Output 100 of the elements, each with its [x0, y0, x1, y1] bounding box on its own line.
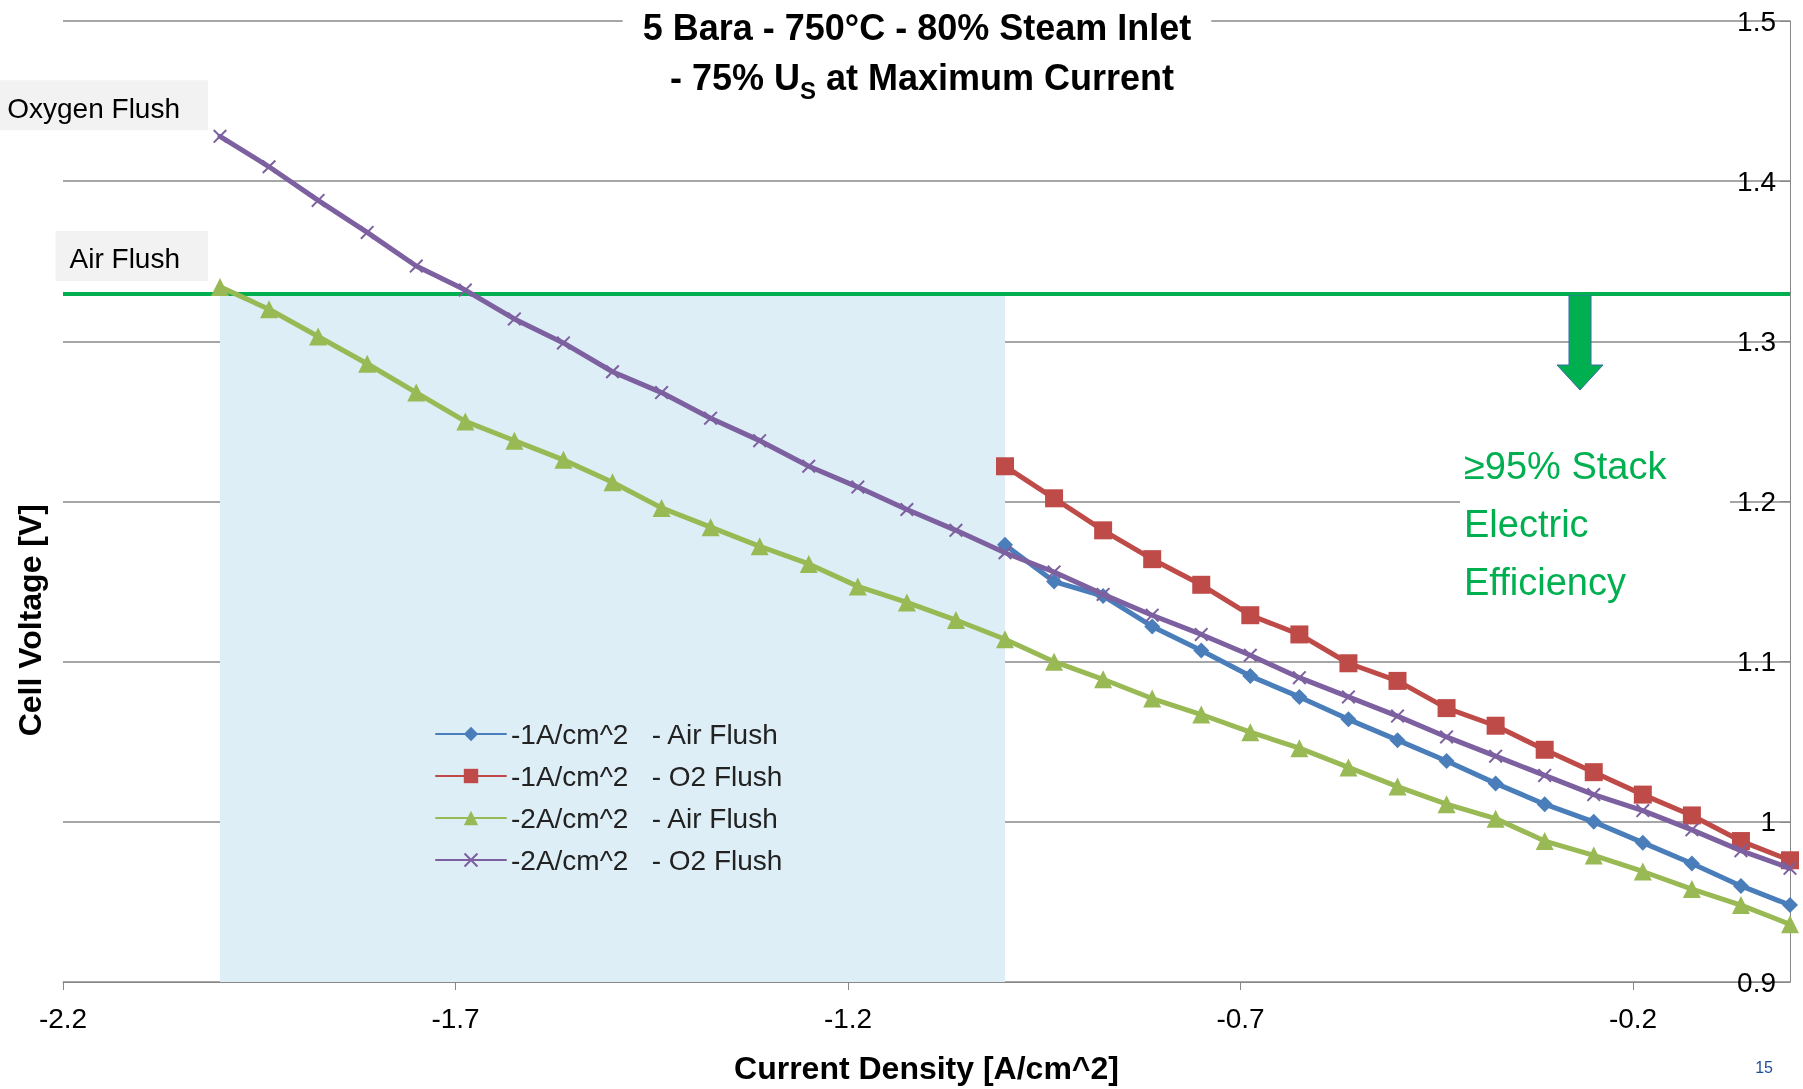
point — [1584, 763, 1603, 782]
point — [1046, 573, 1063, 590]
x-axis-title: Current Density [A/cm^2] — [734, 1050, 1119, 1086]
ref-line-label: ≥95% Stack Electric Efficiency — [1464, 445, 1678, 604]
x-tick-label: -1.2 — [823, 1002, 873, 1034]
point — [897, 593, 916, 612]
point — [1193, 642, 1210, 659]
point — [1290, 739, 1309, 758]
point — [1047, 564, 1062, 579]
point — [1782, 897, 1798, 914]
point — [1783, 861, 1797, 876]
point — [1340, 711, 1357, 728]
point — [1192, 575, 1211, 594]
y-tick-label: 1.3 — [1737, 325, 1776, 357]
point — [456, 412, 475, 431]
point — [1290, 625, 1309, 644]
point — [1585, 813, 1602, 830]
y-tick-label: 1 — [1760, 806, 1776, 838]
point — [1486, 716, 1505, 735]
y-axis-title: Cell Voltage [V] — [12, 504, 48, 737]
point — [358, 354, 377, 373]
point — [1194, 627, 1209, 642]
point — [948, 523, 963, 538]
point — [211, 277, 229, 296]
annotation: Oxygen Flush — [7, 92, 180, 124]
point — [1341, 689, 1356, 704]
point — [1143, 689, 1162, 708]
point — [409, 259, 424, 274]
point — [1389, 732, 1406, 749]
point — [311, 193, 326, 208]
point — [703, 411, 718, 426]
point — [1243, 648, 1258, 663]
point — [1241, 723, 1260, 742]
point — [1242, 668, 1259, 685]
point — [554, 450, 573, 469]
y-tick-label: 1.4 — [1737, 165, 1776, 197]
x-tick-label: -2.2 — [38, 1002, 88, 1034]
point — [1144, 618, 1161, 635]
point — [1537, 768, 1552, 783]
point — [996, 630, 1014, 649]
point — [605, 364, 620, 379]
point — [1733, 843, 1748, 858]
point — [799, 554, 818, 573]
point — [262, 159, 277, 174]
point — [1438, 752, 1455, 769]
point — [1437, 699, 1456, 718]
y-tick-label: 1.1 — [1737, 646, 1776, 678]
point — [1486, 809, 1505, 828]
point — [899, 502, 914, 517]
x-tick-label: -0.2 — [1608, 1002, 1658, 1034]
point — [505, 431, 524, 450]
point — [1045, 489, 1064, 508]
point — [1633, 785, 1652, 804]
legend-label: -1A/cm^2 - Air Flush — [511, 718, 778, 750]
legend-label: -2A/cm^2 - O2 Flush — [511, 844, 783, 876]
point — [556, 335, 571, 350]
y-tick-label: 1.2 — [1737, 486, 1776, 517]
x-tick-label: -0.7 — [1216, 1002, 1265, 1034]
point — [1045, 652, 1064, 671]
point — [1684, 822, 1699, 837]
point — [407, 383, 426, 402]
point — [1535, 832, 1554, 851]
point — [701, 518, 720, 537]
point — [848, 577, 867, 596]
point — [1487, 775, 1504, 792]
point — [1633, 862, 1652, 881]
point — [1635, 803, 1650, 818]
point — [1388, 777, 1407, 796]
point — [652, 498, 671, 517]
point — [1634, 834, 1651, 851]
point — [1390, 709, 1405, 724]
y-tick-label: 1.5 — [1737, 5, 1776, 37]
point — [1488, 749, 1503, 764]
point — [998, 545, 1012, 560]
point — [603, 473, 622, 492]
point — [1291, 688, 1308, 705]
point — [1586, 787, 1601, 802]
point — [1145, 608, 1160, 623]
point — [1292, 670, 1307, 685]
point — [1535, 740, 1554, 759]
point — [1682, 806, 1701, 825]
point — [850, 480, 865, 495]
point — [1339, 758, 1358, 777]
point — [1143, 550, 1162, 569]
point — [360, 225, 375, 240]
point — [1094, 521, 1113, 540]
y-tick-label: 0.9 — [1737, 966, 1776, 998]
point — [1241, 606, 1260, 625]
point — [946, 611, 965, 630]
point — [1731, 896, 1750, 915]
point — [260, 300, 279, 319]
point — [1683, 855, 1700, 872]
point — [213, 129, 227, 144]
point — [752, 433, 767, 448]
legend-label: -1A/cm^2 - O2 Flush — [511, 760, 783, 792]
legend-label: -2A/cm^2 - Air Flush — [511, 802, 778, 834]
point — [1094, 670, 1113, 689]
point — [1192, 705, 1211, 724]
point — [1388, 671, 1407, 690]
point — [801, 459, 816, 474]
